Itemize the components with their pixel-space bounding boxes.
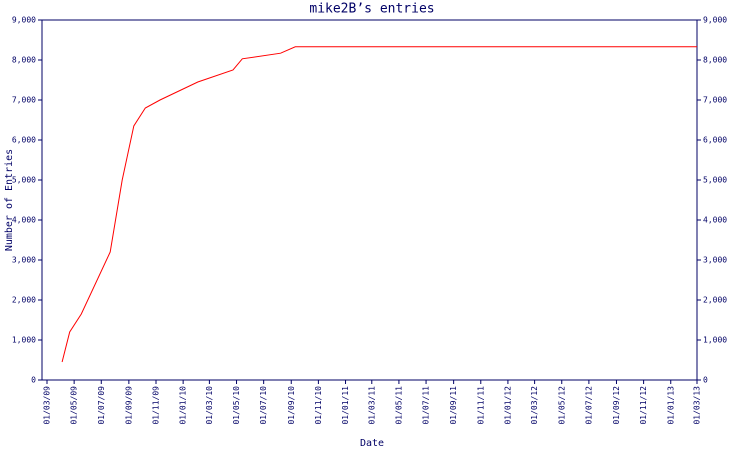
x-tick-label: 01/11/11: [476, 386, 485, 425]
x-tick-label: 01/09/10: [287, 386, 296, 425]
x-tick-label: 01/11/09: [152, 386, 161, 425]
y2-tick-label: 9,000: [703, 16, 727, 25]
x-tick-label: 01/03/12: [530, 386, 539, 425]
x-tick-label: 01/03/13: [693, 386, 702, 425]
y2-tick-label: 3,000: [703, 256, 727, 265]
y-tick-label: 4,000: [12, 216, 36, 225]
x-tick-label: 01/05/12: [557, 386, 566, 425]
x-tick-label: 01/05/10: [232, 386, 241, 425]
x-tick-label: 01/03/09: [43, 386, 52, 425]
y-tick-label: 6,000: [12, 136, 36, 145]
x-tick-label: 01/09/11: [449, 386, 458, 425]
plot-frame: [41, 19, 698, 381]
x-tick-label: 01/09/12: [612, 386, 621, 425]
y-tick-label: 9,000: [12, 16, 36, 25]
y-tick-label: 8,000: [12, 56, 36, 65]
x-tick-label: 01/05/11: [394, 386, 403, 425]
x-tick-label: 01/03/10: [205, 386, 214, 425]
y-tick-label: 1,000: [12, 336, 36, 345]
y2-tick-label: 7,000: [703, 96, 727, 105]
x-tick-label: 01/07/11: [422, 386, 431, 425]
x-tick-label: 01/07/12: [584, 386, 593, 425]
x-tick-label: 01/01/10: [179, 386, 188, 425]
x-axis-label: Date: [360, 438, 384, 449]
x-tick-label: 01/11/10: [314, 386, 323, 425]
x-tick-label: 01/07/10: [259, 386, 268, 425]
y2-tick-label: 5,000: [703, 176, 727, 185]
y2-tick-label: 4,000: [703, 216, 727, 225]
x-tick-label: 01/01/12: [503, 386, 512, 425]
y-tick-label: 0: [31, 376, 36, 385]
x-tick-label: 01/03/11: [367, 386, 376, 425]
y2-tick-label: 0: [703, 376, 708, 385]
x-tick-label: 01/11/12: [639, 386, 648, 425]
y2-tick-label: 6,000: [703, 136, 727, 145]
data-line: [61, 46, 697, 363]
x-tick-label: 01/09/09: [124, 386, 133, 425]
y2-tick-label: 2,000: [703, 296, 727, 305]
y-tick-label: 7,000: [12, 96, 36, 105]
y-tick-label: 3,000: [12, 256, 36, 265]
y2-tick-label: 1,000: [703, 336, 727, 345]
x-tick-label: 01/05/09: [70, 386, 79, 425]
x-tick-label: 01/01/13: [666, 386, 675, 425]
y-tick-label: 2,000: [12, 296, 36, 305]
y-tick-label: 5,000: [12, 176, 36, 185]
y-axis-label: Number of Entries: [4, 149, 15, 251]
chart-title: mike2B’s entries: [309, 2, 434, 17]
x-tick-label: 01/01/11: [341, 386, 350, 425]
x-tick-label: 01/07/09: [97, 386, 106, 425]
y2-tick-label: 8,000: [703, 56, 727, 65]
